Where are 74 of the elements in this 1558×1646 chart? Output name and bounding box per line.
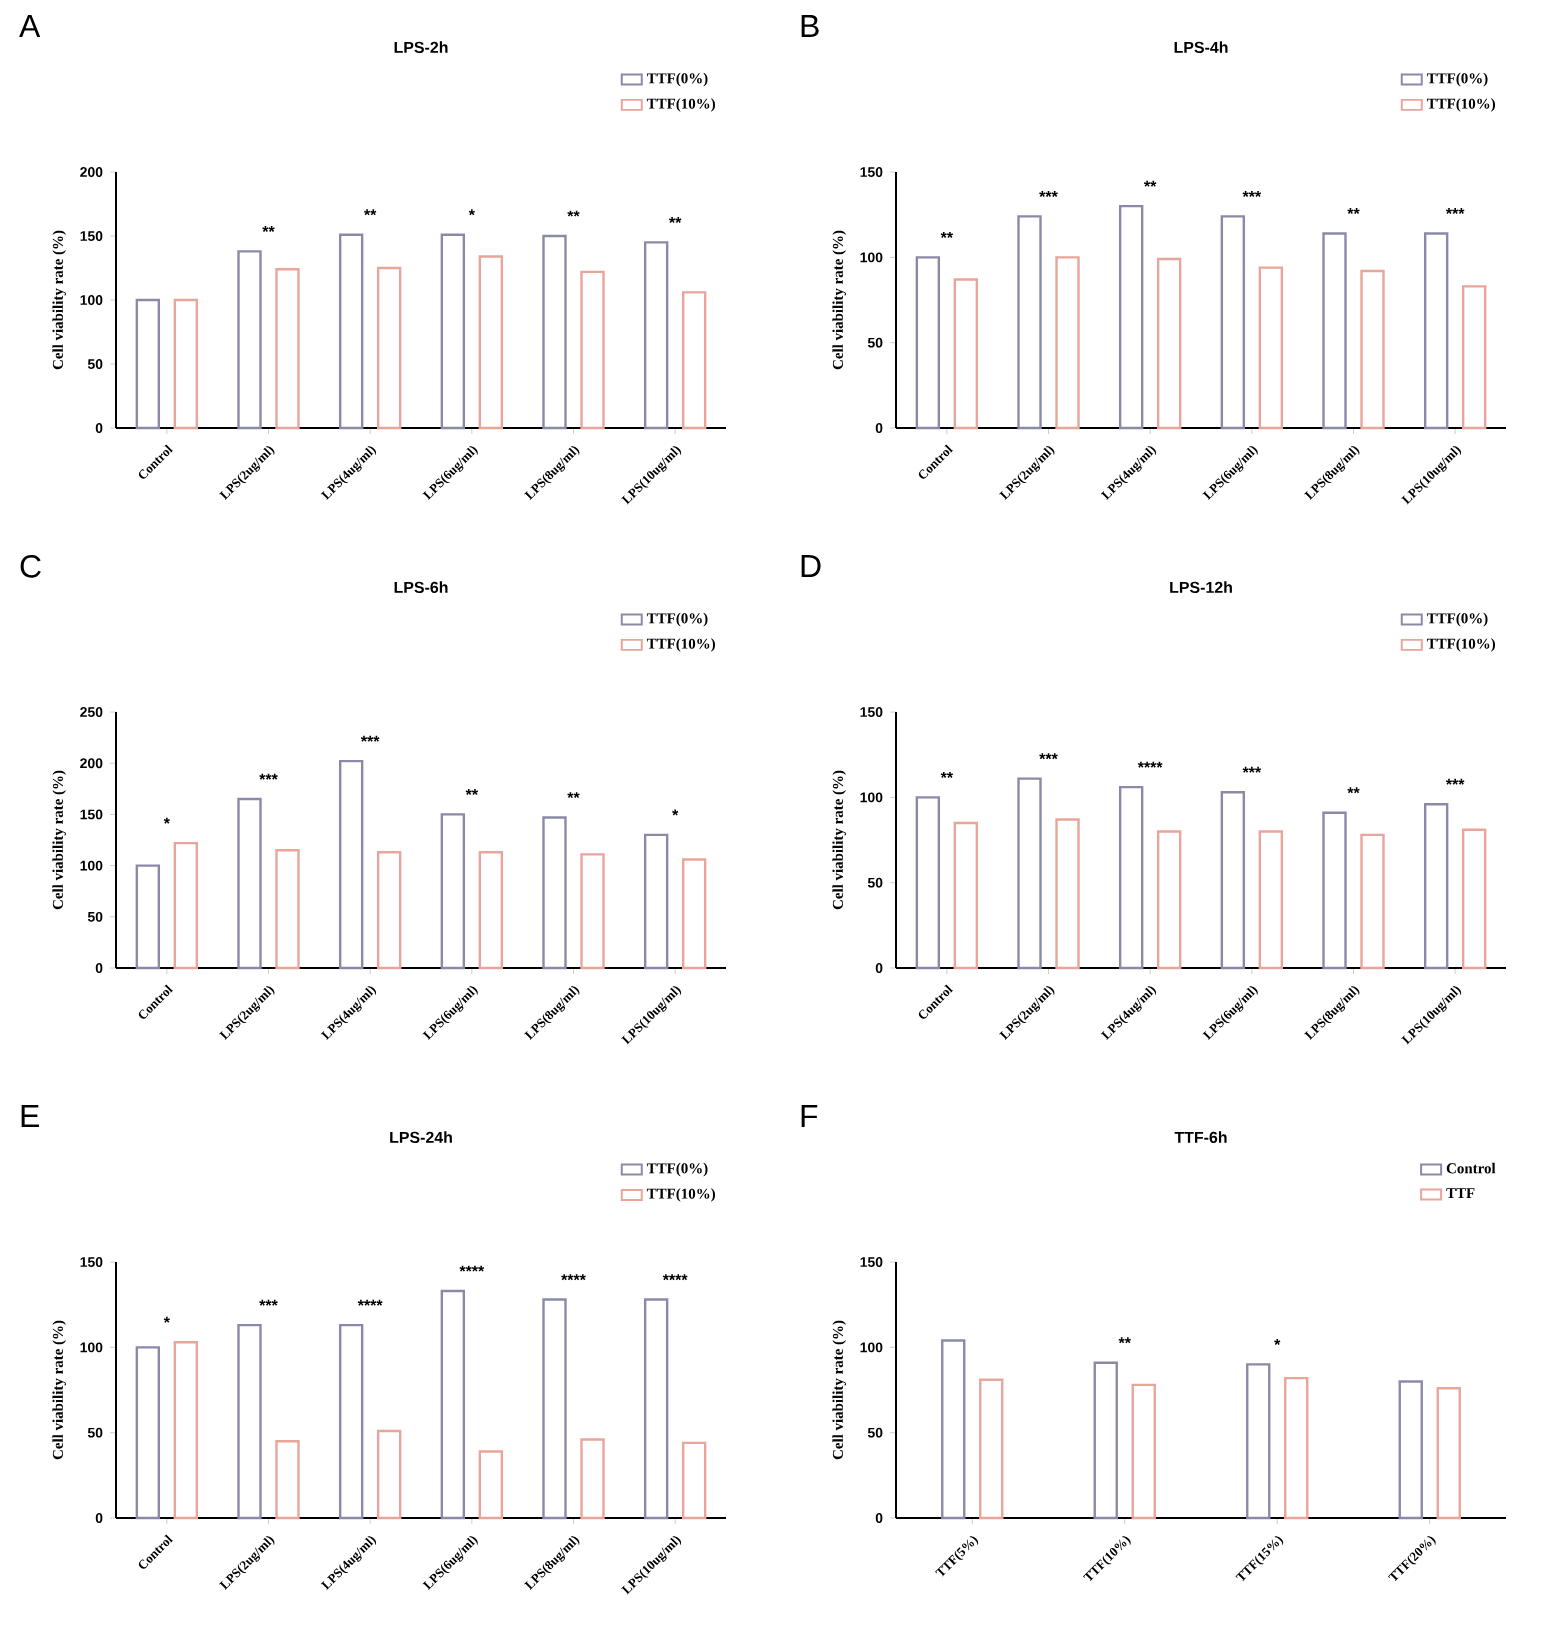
bar xyxy=(1360,269,1385,430)
bar xyxy=(1322,232,1347,430)
bar xyxy=(173,298,199,430)
bar xyxy=(173,841,199,970)
bar xyxy=(1461,828,1487,970)
bar xyxy=(1423,232,1449,430)
bar xyxy=(681,1441,707,1520)
bar xyxy=(440,233,466,430)
bar xyxy=(135,864,161,970)
bar xyxy=(237,797,262,970)
bar xyxy=(1423,802,1449,970)
bar xyxy=(953,278,979,430)
bar xyxy=(1093,1361,1118,1520)
bar xyxy=(941,1339,966,1520)
bar xyxy=(1118,204,1144,430)
bar xyxy=(1017,215,1042,430)
bar xyxy=(953,821,979,970)
bar xyxy=(237,1323,262,1520)
bar xyxy=(135,1346,161,1520)
text: E xyxy=(21,1105,39,1127)
bar xyxy=(1118,785,1144,970)
bar xyxy=(1360,833,1385,970)
bar xyxy=(338,759,364,970)
bar xyxy=(1131,1383,1156,1520)
bar xyxy=(580,1438,605,1520)
bar xyxy=(643,1298,669,1520)
bar xyxy=(1284,1376,1309,1520)
bar xyxy=(376,1429,402,1520)
bar xyxy=(1055,256,1080,430)
bar xyxy=(338,1323,364,1520)
bar xyxy=(915,256,941,430)
bar xyxy=(338,233,364,430)
bar xyxy=(1258,830,1284,970)
bar xyxy=(580,853,605,970)
bar xyxy=(681,291,707,430)
bar xyxy=(643,241,669,430)
bar xyxy=(643,833,669,970)
bar xyxy=(376,851,402,970)
bar xyxy=(478,851,504,970)
bar xyxy=(1322,811,1347,970)
text: B xyxy=(801,15,819,37)
bar xyxy=(440,813,466,970)
bar xyxy=(440,1289,466,1520)
text: F xyxy=(801,1105,818,1127)
bar xyxy=(478,1450,504,1520)
bar xyxy=(275,849,300,970)
bar xyxy=(1461,285,1487,430)
bar xyxy=(1017,777,1042,970)
bar xyxy=(979,1378,1004,1520)
bar xyxy=(542,816,567,970)
text: D xyxy=(801,555,821,577)
bar xyxy=(542,234,567,430)
text: C xyxy=(20,555,41,578)
bar xyxy=(275,1440,300,1520)
bar xyxy=(173,1341,199,1520)
bar xyxy=(275,268,300,430)
bar xyxy=(1436,1387,1461,1520)
bar xyxy=(542,1298,567,1520)
bar xyxy=(681,858,707,970)
text: A xyxy=(19,15,41,37)
bar xyxy=(1156,257,1182,430)
bar xyxy=(580,270,605,430)
bar xyxy=(1398,1380,1423,1520)
bar xyxy=(1246,1363,1271,1520)
bar xyxy=(1258,266,1284,430)
bar xyxy=(478,255,504,430)
bar xyxy=(1055,818,1080,970)
bar xyxy=(1156,830,1182,970)
bar xyxy=(237,250,262,430)
bar xyxy=(1220,215,1246,430)
bar xyxy=(135,298,161,430)
bar xyxy=(376,266,402,430)
bar xyxy=(1220,791,1246,970)
bar xyxy=(915,796,941,970)
